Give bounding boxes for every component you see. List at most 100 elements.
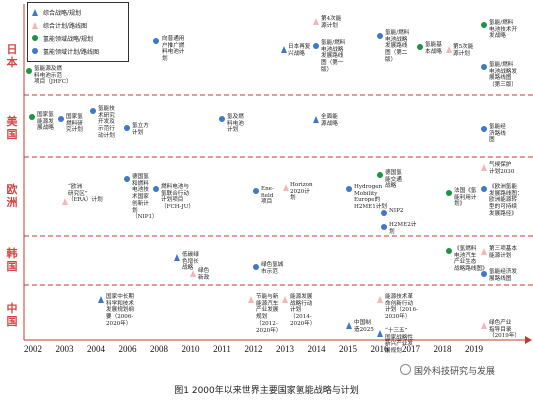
item-label-line: 2020年） — [290, 320, 316, 327]
item-label: Ene-field 项目 — [261, 186, 274, 206]
item-label: H2ME2计划 — [389, 222, 416, 235]
pink-triangle-icon — [283, 184, 289, 191]
item-label: 国家氢 能源发 展战略 — [37, 112, 54, 132]
green-circle-icon — [377, 172, 383, 178]
item-label-line: 源计划 — [321, 22, 338, 29]
item-label-line: 示范行 — [98, 126, 115, 133]
item-label-line: 燃料电池与 — [161, 184, 189, 190]
item-label: 燃料电池与 氢联合行动 计划项目 （FCH-JU） — [161, 184, 194, 211]
wechat-icon — [400, 364, 411, 375]
item-label-line: 2020计 — [290, 188, 310, 195]
pink-triangle-icon — [481, 248, 487, 255]
year-tick-label: 2015 — [339, 344, 357, 354]
item-label-line: 源计划 — [453, 50, 470, 57]
item-label-line: 2020年） — [106, 320, 132, 327]
blue-circle-icon — [481, 126, 487, 132]
pink-triangle-icon — [313, 18, 319, 25]
item-label: 向普通用 户推广燃 料电池计划 — [162, 36, 184, 63]
legend-item: 综合计划/路线图 — [32, 19, 87, 31]
item-label-line: 能源技术革 — [385, 294, 413, 300]
year-tick-label: 2018 — [433, 344, 452, 354]
item-label-line: 能源计划 — [489, 252, 512, 259]
item-label-line: 展路线图 — [489, 75, 512, 82]
item-label: 氢能/燃料 电池战略 发展路线 图（第一 版） — [321, 40, 345, 74]
item-label-line: 德国氢 — [132, 174, 149, 180]
item-label-line: 战略路线图》 — [454, 266, 488, 273]
item-label-line: 开发及 — [98, 119, 115, 126]
item-label-line: 发展路线图： — [489, 190, 523, 197]
item-label-line: 能源汽车 — [256, 300, 279, 307]
figure-caption: 图1 2000年以来世界主要国家氢能战略与计划 — [174, 386, 359, 396]
blue-circle-icon — [153, 186, 159, 192]
item-label-line: 发展路径》 — [489, 210, 517, 217]
item-label-line: 战略行动 — [290, 300, 313, 307]
year-tick-label: 2003 — [55, 344, 74, 354]
country-char: 韩 — [6, 247, 18, 260]
pink-triangle-icon — [32, 21, 38, 29]
item-label: 氢能经济发 展路线图 — [489, 269, 517, 282]
item-label-line: 氢联合行动 — [161, 190, 189, 197]
blue-circle-icon — [381, 224, 387, 230]
blue-circle-icon — [481, 271, 487, 277]
year-tick-label: 2006 — [118, 344, 137, 354]
country-char: 中 — [6, 302, 18, 315]
item-label-line: 中国制 — [354, 320, 371, 326]
item-label-line: 项目 — [261, 199, 273, 206]
item-label: 氢能/燃料 电池技术开 发战略 — [489, 20, 517, 40]
item-label-line: 图 — [489, 137, 495, 144]
item-label: 德国氢 和燃料 电池技 术国家 创新计划（NIP1） — [132, 174, 158, 221]
blue-triangle-icon — [32, 8, 38, 16]
item-label-line: 氢能源及燃 — [34, 66, 62, 72]
item-label: 气候保护 计划2030 — [489, 162, 514, 175]
item-label: 氢能/燃料 电池战略 发展路线 图（第二 版） — [385, 30, 409, 64]
pink-triangle-icon — [377, 296, 383, 303]
item-label-line: 计划2030 — [489, 168, 515, 175]
item-label: 低碳绿 色增长 战略 — [182, 252, 199, 272]
item-label-line: 版） — [385, 56, 397, 63]
watermark-text: 国外科技研究与发展 — [414, 367, 496, 377]
item-label-line: 氢能/燃料 — [489, 20, 514, 26]
item-label-line: 2020年） — [256, 327, 282, 334]
country-char: 国 — [6, 314, 18, 328]
pink-triangle-icon — [481, 164, 487, 171]
item-label-line: 图（第一 — [321, 60, 344, 67]
item-label-line: 计划（2016- — [385, 307, 418, 314]
item-label: 氢立方 计划 — [132, 123, 149, 136]
year-tick-label: 2014 — [307, 344, 326, 354]
item-label-line: 计划项目 — [161, 197, 184, 204]
country-char: 欧 — [6, 183, 18, 196]
pink-triangle-icon — [481, 322, 487, 329]
item-label-line: 第三项基本 — [489, 246, 517, 252]
item-label-line: 料电池 — [227, 120, 244, 127]
item-label-line: 术国家 — [132, 194, 149, 201]
blue-circle-icon — [481, 186, 487, 192]
green-circle-icon — [26, 68, 32, 74]
year-tick-label: 2016 — [370, 344, 389, 354]
item-label: 法国《氢 能利用计 划》 — [454, 188, 476, 208]
item-label-line: 氢立方 — [132, 123, 149, 129]
watermark: 国外科技研究与发展 — [400, 364, 495, 377]
item-label-line: 能利用计 — [454, 194, 477, 201]
year-tick-label: 2011 — [213, 344, 231, 354]
blue-circle-icon — [381, 210, 387, 216]
legend-text: 氢能领域战略/规划 — [43, 35, 94, 43]
item-label-line: 日本再复 — [288, 44, 311, 50]
item-label-line: 究计划 — [66, 127, 83, 134]
item-label-line: 氢能经济发 — [489, 269, 517, 275]
pink-triangle-icon — [190, 270, 196, 277]
item-label-line: 电池技 — [132, 187, 149, 194]
item-label-line: “欧洲 — [68, 184, 83, 190]
year-tick-label: 2017 — [402, 344, 420, 354]
item-label-line: 展战略 — [37, 125, 54, 132]
item-label-line: 2030年） — [385, 314, 411, 321]
item-label-line: 全面能 — [321, 114, 338, 120]
item-label-line: 向普通用 — [162, 36, 185, 42]
item-label-line: 电池战略 — [321, 46, 344, 53]
blue-triangle-icon — [346, 322, 352, 329]
item-label-line: 《氢燃料 — [454, 246, 477, 252]
item-label-line: 电池技术开 — [489, 26, 517, 33]
item-label-line: 指导目录 — [489, 326, 512, 333]
item-label-line: 电池汽车 — [454, 252, 477, 259]
item-label-line: 本战略 — [425, 48, 442, 55]
item-label: 《欧洲氢能 发展路线图： 欧洲能源转 型的可持续 发展路径》 — [489, 184, 523, 218]
